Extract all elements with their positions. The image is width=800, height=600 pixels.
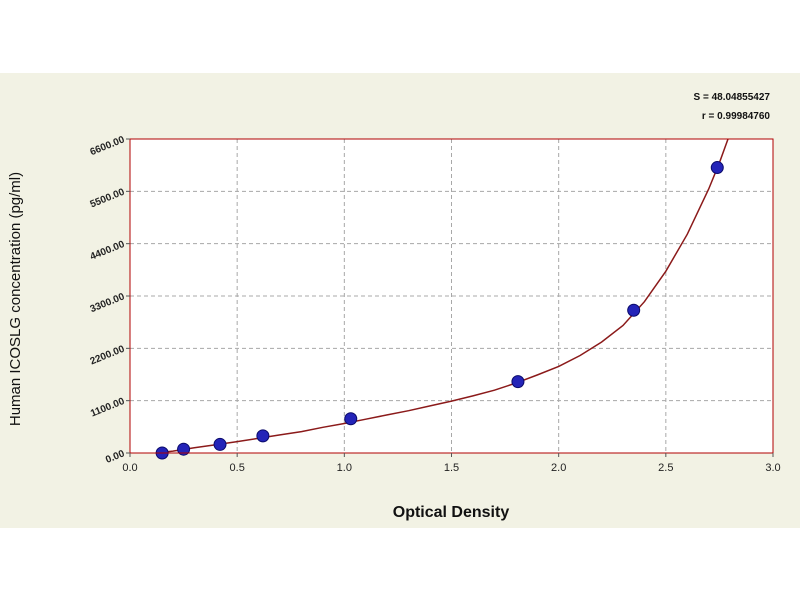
chart: 0.001100.002200.003300.004400.005500.006… — [7, 92, 781, 521]
x-tick-label: 1.5 — [444, 462, 459, 474]
x-axis-ticks: 0.0 0.5 1.0 1.5 2.0 2.5 3.0 — [122, 453, 781, 474]
data-point — [344, 412, 358, 426]
y-tick-label: 2200.00 — [89, 344, 127, 368]
y-tick-label: 4400.00 — [89, 239, 127, 263]
y-axis-label: Human ICOSLG concentration (pg/ml) — [7, 172, 24, 426]
data-point — [177, 442, 191, 456]
data-point — [256, 429, 270, 443]
x-tick-label: 1.0 — [337, 462, 352, 474]
x-tick-label: 2.0 — [551, 462, 566, 474]
x-tick-label: 2.5 — [658, 462, 673, 474]
y-tick-label: 3300.00 — [89, 291, 127, 315]
data-point — [710, 161, 724, 175]
y-axis-ticks: 0.001100.002200.003300.004400.005500.006… — [89, 134, 130, 466]
data-point — [213, 437, 227, 451]
fit-curve — [155, 138, 729, 454]
y-tick-label: 5500.00 — [89, 187, 127, 211]
data-point — [511, 375, 525, 389]
x-tick-label: 0.0 — [122, 462, 137, 474]
x-tick-label: 0.5 — [230, 462, 245, 474]
gridlines — [130, 139, 773, 453]
y-tick-label: 6600.00 — [89, 134, 127, 158]
y-tick-label: 1100.00 — [89, 396, 127, 420]
x-tick-label: 3.0 — [765, 462, 780, 474]
x-axis-label: Optical Density — [393, 504, 510, 521]
data-point — [627, 303, 641, 317]
chart-panel: 0.00 1100.00 2200.00 3300.00 4400.00 5500.00 6… — [0, 73, 800, 528]
fit-stat-s: S = 48.04855427 — [694, 92, 771, 103]
fit-stat-r: r = 0.99984760 — [702, 111, 771, 122]
